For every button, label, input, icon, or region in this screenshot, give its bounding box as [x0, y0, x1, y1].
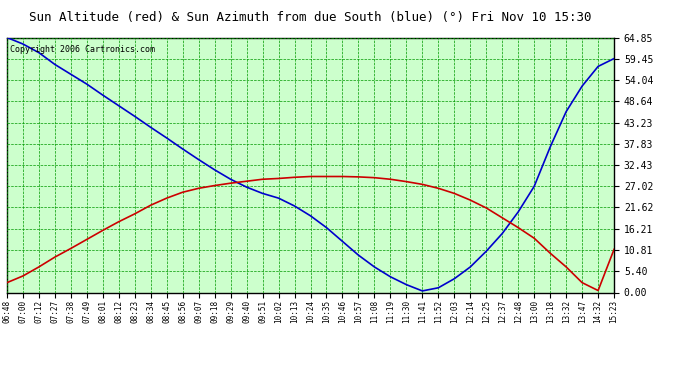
Text: Copyright 2006 Cartronics.com: Copyright 2006 Cartronics.com: [10, 45, 155, 54]
Text: Sun Altitude (red) & Sun Azimuth from due South (blue) (°) Fri Nov 10 15:30: Sun Altitude (red) & Sun Azimuth from du…: [29, 11, 592, 24]
